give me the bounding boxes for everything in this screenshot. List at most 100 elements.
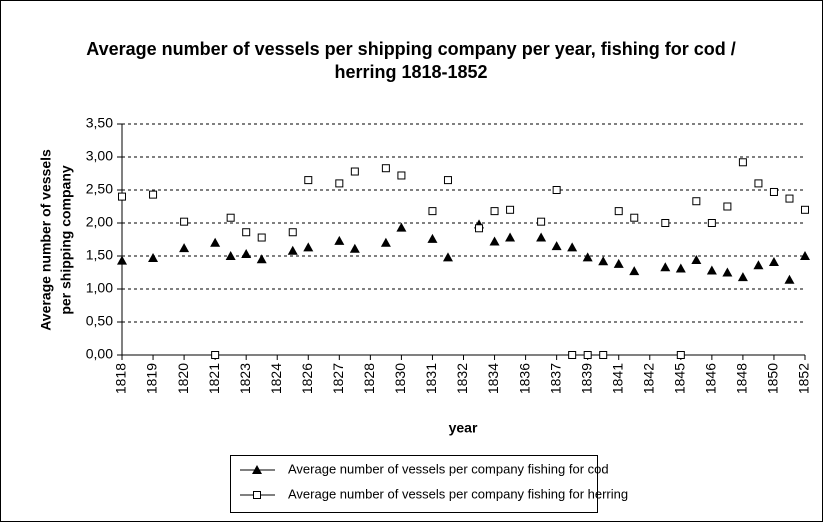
data-point xyxy=(551,241,562,251)
x-tick-label: 1830 xyxy=(392,363,408,394)
x-tick-label: 1839 xyxy=(578,363,594,394)
legend-marker xyxy=(252,465,262,474)
data-point xyxy=(442,252,453,262)
y-tick-label: 1,00 xyxy=(86,280,113,296)
data-point xyxy=(769,187,778,196)
data-point xyxy=(335,179,344,188)
x-tick-label: 1827 xyxy=(330,363,346,394)
data-point xyxy=(180,217,189,226)
data-point xyxy=(287,245,298,255)
data-point xyxy=(753,260,764,270)
x-tick-label: 1821 xyxy=(206,363,222,394)
data-point xyxy=(427,233,438,243)
data-point xyxy=(489,236,500,246)
x-tick-label: 1819 xyxy=(144,363,160,394)
data-point xyxy=(256,254,267,264)
data-point xyxy=(722,267,733,277)
y-axis-title-line2: per shipping company xyxy=(58,165,74,315)
data-point xyxy=(118,192,126,201)
x-tick-label: 1823 xyxy=(237,363,253,394)
data-point xyxy=(475,224,484,233)
x-tick-label: 1820 xyxy=(175,363,191,394)
data-point xyxy=(692,197,701,206)
x-tick-label: 1842 xyxy=(640,363,656,394)
data-point xyxy=(768,256,779,266)
data-point xyxy=(706,265,717,275)
data-point xyxy=(381,164,390,173)
legend-label: Average number of vessels per company fi… xyxy=(288,486,628,501)
data-point xyxy=(552,186,561,194)
x-tick-label: 1831 xyxy=(423,363,439,394)
x-tick-label: 1850 xyxy=(765,363,781,394)
data-point xyxy=(226,213,235,222)
data-point xyxy=(303,242,314,252)
data-point xyxy=(210,237,221,247)
x-tick-label: 1837 xyxy=(547,363,563,394)
data-point xyxy=(754,179,763,188)
chart-title-line2: herring 1818-1852 xyxy=(334,62,487,82)
x-tick-label: 1836 xyxy=(516,363,532,394)
data-point xyxy=(505,232,516,242)
data-point xyxy=(614,207,623,216)
data-point xyxy=(428,207,437,216)
data-point xyxy=(490,207,499,216)
x-tick-label: 1841 xyxy=(609,363,625,394)
data-point xyxy=(443,176,452,185)
y-tick-label: 0,50 xyxy=(86,313,113,329)
data-point xyxy=(350,167,359,176)
data-point xyxy=(707,219,716,227)
legend-box xyxy=(230,455,598,513)
data-point xyxy=(179,243,190,253)
x-tick-label: 1826 xyxy=(299,363,315,394)
data-point xyxy=(397,171,406,180)
data-point xyxy=(380,237,391,247)
data-point xyxy=(629,266,640,276)
data-point xyxy=(568,351,577,359)
data-point xyxy=(288,228,297,237)
y-tick-label: 0,00 xyxy=(86,346,113,362)
data-point xyxy=(149,190,158,199)
data-point xyxy=(257,233,266,242)
data-point xyxy=(583,351,592,359)
x-tick-label: 1834 xyxy=(485,363,501,394)
data-point xyxy=(691,254,702,264)
data-point xyxy=(675,263,686,273)
data-point xyxy=(630,213,639,222)
data-point xyxy=(723,202,732,211)
data-point xyxy=(304,176,313,185)
data-point xyxy=(785,194,794,203)
x-tick-label: 1852 xyxy=(796,363,812,394)
x-axis-title: year xyxy=(449,420,478,436)
data-point xyxy=(800,251,810,260)
x-tick-label: 1824 xyxy=(268,363,284,394)
chart-title: Average number of vessels per shipping c… xyxy=(86,39,736,59)
x-tick-label: 1828 xyxy=(361,363,377,394)
y-axis-title: Average number of vessels xyxy=(38,149,54,331)
x-tick-label: 1846 xyxy=(703,363,719,394)
data-point xyxy=(537,217,546,226)
data-point xyxy=(738,158,747,167)
data-point xyxy=(598,256,609,266)
data-point xyxy=(506,205,515,214)
legend-marker xyxy=(253,491,261,499)
data-point xyxy=(599,351,608,359)
x-tick-label: 1832 xyxy=(454,363,470,394)
data-point xyxy=(801,205,809,214)
y-tick-label: 3,00 xyxy=(86,148,113,164)
data-point xyxy=(582,252,593,262)
data-point xyxy=(536,232,547,242)
data-point xyxy=(737,272,748,282)
data-point xyxy=(241,249,252,259)
data-point xyxy=(660,262,671,272)
y-tick-label: 2,00 xyxy=(86,214,113,230)
y-tick-label: 3,50 xyxy=(86,115,113,131)
data-point xyxy=(117,255,127,265)
data-point xyxy=(349,243,360,253)
data-point xyxy=(334,235,345,245)
x-tick-label: 1845 xyxy=(672,363,688,394)
x-tick-label: 1818 xyxy=(113,363,129,394)
y-tick-label: 1,50 xyxy=(86,247,113,263)
data-point xyxy=(567,242,578,252)
data-point xyxy=(676,351,685,359)
data-point xyxy=(225,251,236,260)
